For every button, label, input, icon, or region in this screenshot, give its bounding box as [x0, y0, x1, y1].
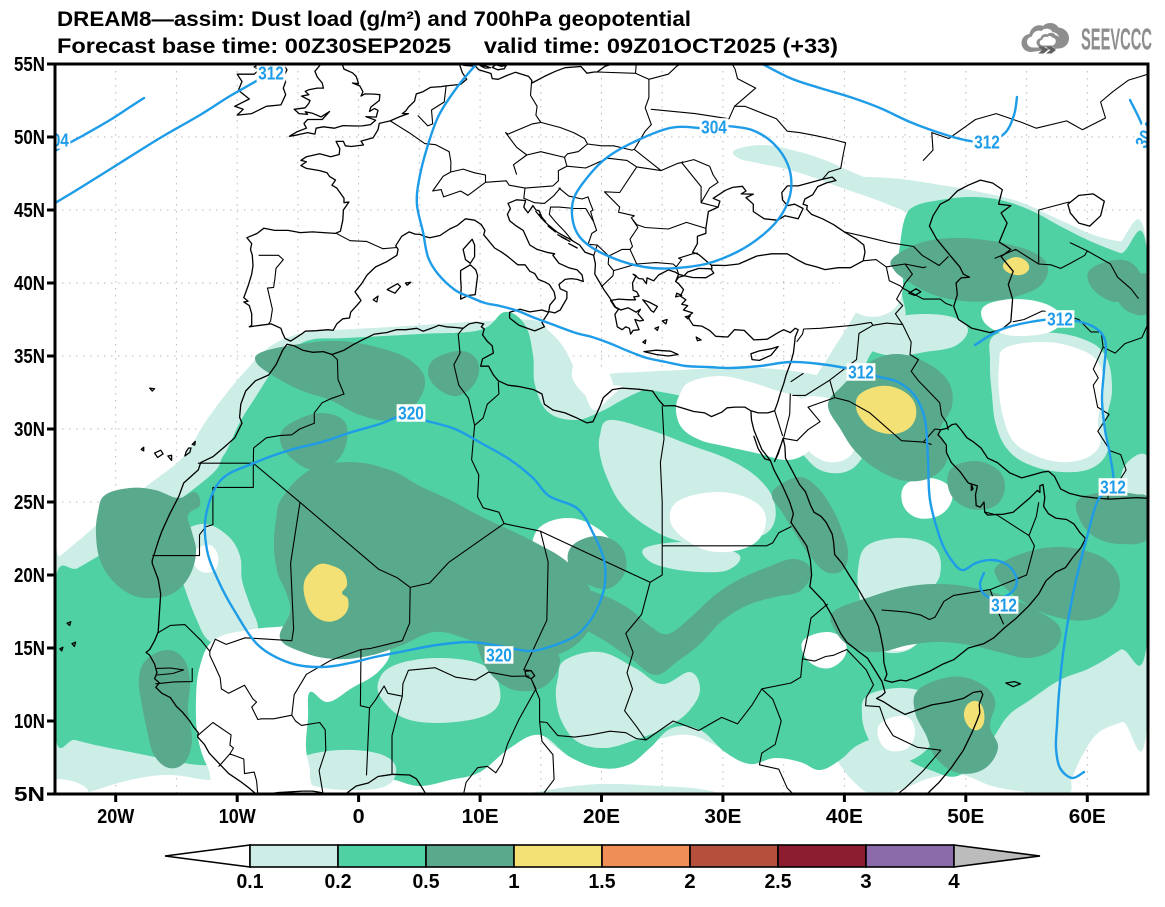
svg-text:320: 320 [486, 645, 512, 666]
svg-text:312: 312 [1100, 477, 1126, 498]
svg-text:320: 320 [398, 403, 424, 424]
svg-text:312: 312 [991, 595, 1017, 616]
svg-text:30N: 30N [14, 418, 45, 441]
svg-text:0.2: 0.2 [325, 870, 352, 893]
svg-text:45N: 45N [14, 199, 45, 222]
svg-text:15N: 15N [14, 637, 45, 660]
svg-text:10E: 10E [462, 805, 499, 828]
svg-text:SEEVCCC: SEEVCCC [1081, 22, 1152, 57]
svg-text:Forecast base time: 00Z30SEP20: Forecast base time: 00Z30SEP2025 valid t… [57, 35, 838, 58]
svg-text:312: 312 [1047, 309, 1073, 330]
svg-text:1: 1 [508, 870, 519, 893]
svg-text:304: 304 [701, 117, 727, 138]
svg-text:60E: 60E [1069, 805, 1106, 828]
svg-text:35N: 35N [14, 345, 45, 368]
svg-text:DREAM8—assim: Dust load (g/m²): DREAM8—assim: Dust load (g/m²) and 700hP… [57, 8, 691, 31]
svg-text:25N: 25N [14, 491, 45, 514]
svg-text:50E: 50E [947, 805, 984, 828]
svg-text:5N: 5N [14, 783, 45, 806]
svg-text:1.5: 1.5 [589, 870, 616, 893]
svg-text:3: 3 [860, 870, 871, 893]
svg-text:20N: 20N [14, 564, 45, 587]
svg-text:0: 0 [353, 805, 365, 828]
svg-text:304: 304 [43, 130, 69, 151]
svg-text:10N: 10N [14, 710, 45, 733]
svg-text:40E: 40E [826, 805, 863, 828]
svg-text:2.5: 2.5 [765, 870, 792, 893]
svg-text:2: 2 [684, 870, 695, 893]
svg-text:10W: 10W [219, 805, 257, 828]
svg-text:0.5: 0.5 [413, 870, 440, 893]
svg-text:20E: 20E [583, 805, 620, 828]
svg-text:55N: 55N [14, 53, 45, 76]
svg-text:30E: 30E [704, 805, 741, 828]
svg-text:40N: 40N [14, 272, 45, 295]
svg-text:4: 4 [948, 870, 960, 893]
svg-text:312: 312 [258, 63, 284, 84]
svg-text:0.1: 0.1 [237, 870, 264, 893]
svg-text:20W: 20W [97, 805, 135, 828]
svg-text:50N: 50N [14, 126, 45, 149]
svg-text:312: 312 [974, 132, 1000, 153]
svg-text:312: 312 [848, 362, 874, 383]
